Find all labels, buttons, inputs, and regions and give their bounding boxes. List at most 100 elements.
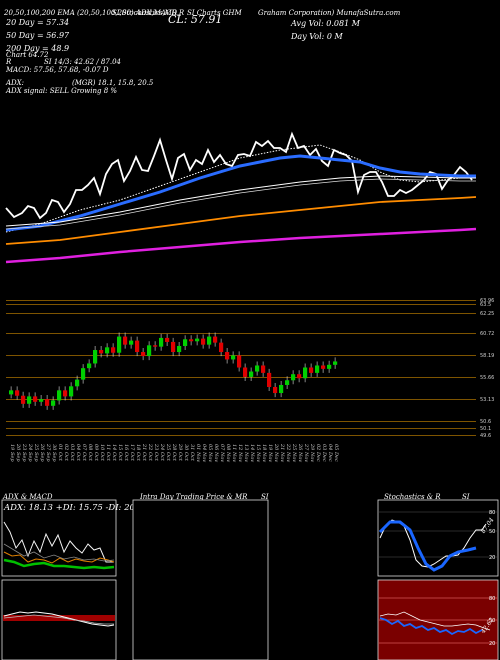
date-tick-label: 05 Dec xyxy=(333,444,339,462)
macd-line xyxy=(3,611,115,627)
date-tick-label: 26 Nov xyxy=(297,443,303,462)
candle-body xyxy=(207,336,212,345)
candle-body xyxy=(141,352,146,357)
candle-body xyxy=(267,372,272,387)
candle-body xyxy=(249,371,254,377)
header-close: CL: 57.91 xyxy=(168,13,223,26)
header-company: Graham Corporation) MunafaSutra.com xyxy=(258,9,401,17)
candle-body xyxy=(171,341,176,353)
candle-body xyxy=(243,367,248,377)
date-tick-label: 07 Nov xyxy=(219,444,225,462)
macd-signal-line xyxy=(3,614,114,625)
date-tick-label: 01 Nov xyxy=(195,444,201,462)
candle-body xyxy=(315,365,320,373)
ema200-line xyxy=(5,227,477,264)
stoch-tick-50: 50 xyxy=(489,529,495,535)
candle-body xyxy=(75,379,80,387)
candle-body xyxy=(111,347,116,353)
date-tick-label: 22 Oct xyxy=(147,443,153,462)
date-tick-label: 04 Oct xyxy=(75,444,81,462)
price-tick-label: 60.72 xyxy=(480,331,494,337)
candle-body xyxy=(333,361,338,365)
candle-body xyxy=(159,337,164,347)
adx-values-text: ADX: 18.13 +DI: 15.75 -DI: 20.5 xyxy=(3,503,143,513)
date-tick-label: 08 Nov xyxy=(225,444,231,462)
candle-body xyxy=(165,337,170,342)
candle-body xyxy=(27,396,32,404)
close-price-line xyxy=(5,131,473,220)
ema50-band-line xyxy=(5,178,476,230)
candle-body xyxy=(33,396,38,402)
candle-body xyxy=(81,368,86,380)
date-tick-label: 11 Nov xyxy=(231,444,237,462)
stoch-panel-suffix: SI xyxy=(462,493,470,501)
date-tick-label: 30 Sep xyxy=(51,444,57,462)
header-day-vol: Day Vol: 0 M xyxy=(291,32,343,41)
date-tick-label: 03 Dec xyxy=(321,444,327,462)
candle-body xyxy=(327,364,332,369)
date-tick-label: 13 Nov xyxy=(243,444,249,462)
date-tick-label: 04 Nov xyxy=(201,444,207,462)
date-tick-label: 02 Oct xyxy=(63,444,69,462)
candle-body xyxy=(303,367,308,379)
candle-body xyxy=(135,340,140,353)
date-tick-label: 21 Oct xyxy=(141,443,147,462)
candle-body xyxy=(183,339,188,346)
candle-body xyxy=(153,345,158,347)
date-tick-label: 15 Oct xyxy=(117,444,123,462)
candle-body xyxy=(225,352,230,360)
date-tick-label: 26 Sep xyxy=(39,443,45,462)
date-tick-label: 29 Nov xyxy=(309,443,315,462)
candle-body xyxy=(285,380,290,385)
header-ticker-title: SI Charts GHM xyxy=(187,9,242,17)
candles xyxy=(9,332,338,410)
header-adx-signal: ADX signal: SELL Growing 8 % xyxy=(6,87,118,95)
candle-body xyxy=(21,395,26,404)
candle-body xyxy=(231,355,236,360)
intraday-panel-suffix: SI xyxy=(261,493,269,501)
adx-thin-line xyxy=(3,543,115,562)
date-tick-label: 27 Nov xyxy=(303,443,309,462)
candle-body xyxy=(201,338,206,345)
rsi-thin-line xyxy=(379,611,491,631)
candle-body xyxy=(129,340,134,345)
date-tick-label: 10 Oct xyxy=(99,444,105,462)
date-tick-label: 15 Nov xyxy=(255,444,261,462)
candle-body xyxy=(69,386,74,397)
candle-body xyxy=(105,347,110,354)
header-adx-label: ADX: xyxy=(6,79,25,87)
candle-body xyxy=(87,363,92,369)
header-rsi-prefix: R xyxy=(6,58,12,66)
stoch-panel xyxy=(377,499,499,577)
header-ema200: 200 Day = 48.9 xyxy=(6,44,70,53)
stoch-tick-80: 80 xyxy=(489,510,495,516)
price-tick-label: 49.6 xyxy=(480,433,491,439)
date-tick-label: 01 Oct xyxy=(57,444,63,462)
candle-body xyxy=(147,345,152,357)
candle-body xyxy=(273,386,278,394)
date-tick-label: 24 Sep xyxy=(27,443,33,462)
date-tick-label: 02 Dec xyxy=(315,444,321,462)
candle-body xyxy=(309,367,314,373)
date-tick-label: 20 Sep xyxy=(15,443,21,462)
date-tick-label: 19 Nov xyxy=(267,444,273,462)
date-tick-label: 25 Sep xyxy=(33,443,39,462)
date-tick-label: 19 Sep xyxy=(9,444,15,462)
date-tick-label: 14 Oct xyxy=(111,444,117,462)
price-tick-label: 63.96 xyxy=(480,298,494,304)
price-tick-label: 55.66 xyxy=(480,375,494,381)
ema20-line xyxy=(5,154,476,232)
date-tick-label: 12 Nov xyxy=(237,444,243,462)
date-tick-label: 27 Sep xyxy=(45,443,51,462)
stoch-panel-title: Stochastics & R xyxy=(384,493,441,501)
date-tick-label: 30 Oct xyxy=(183,444,189,462)
candle-body xyxy=(213,336,218,343)
price-tick-label: 62.25 xyxy=(480,311,494,317)
header-mgr: (MGR) 18.1, 15.8, 20.5 xyxy=(72,79,154,87)
candle-body xyxy=(279,384,284,394)
header-rsi: SI 14/3: 42.62 / 87.04 xyxy=(44,58,121,66)
candle-body xyxy=(219,342,224,353)
date-tick-label: 18 Nov xyxy=(261,444,267,462)
candle-body xyxy=(9,390,14,395)
